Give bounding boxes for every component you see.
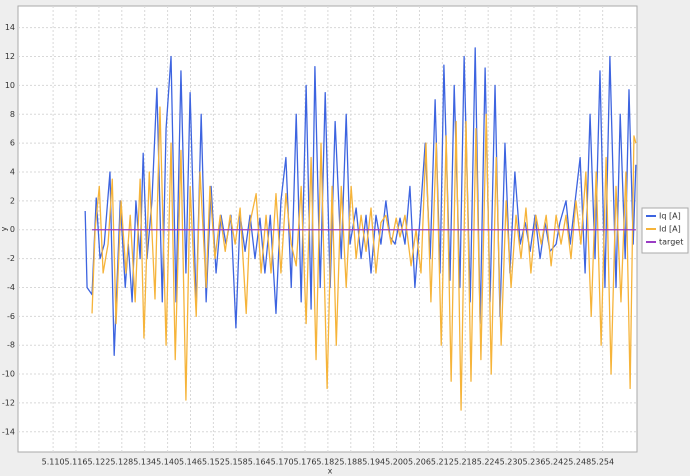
x-tick-label: 5.140: [156, 458, 179, 467]
x-tick-label: 5.176: [294, 458, 317, 467]
x-tick-label: 5.158: [225, 458, 248, 467]
legend-label: Id [A]: [659, 225, 681, 234]
x-tick-label: 5.134: [133, 458, 156, 467]
y-tick-label: -2: [7, 254, 15, 263]
y-tick-label: 8: [10, 110, 15, 119]
x-tick-label: 5.146: [179, 458, 202, 467]
series-line: [91, 106, 637, 411]
y-tick-label: 4: [10, 167, 15, 176]
x-tick-label: 5.236: [523, 458, 546, 467]
y-tick-label: -4: [7, 283, 15, 292]
x-tick-label: 5.164: [248, 458, 271, 467]
legend-label: target: [659, 238, 683, 247]
y-tick-label: 0: [10, 225, 15, 234]
legend-label: Iq [A]: [659, 212, 681, 221]
x-tick-label: 5.242: [545, 458, 568, 467]
x-tick-label: 5.194: [362, 458, 385, 467]
x-axis-label: x: [328, 467, 333, 476]
y-tick-label: -14: [2, 427, 15, 436]
y-tick-label: -12: [2, 398, 15, 407]
x-tick-label: 5.200: [385, 458, 408, 467]
x-tick-label: 5.206: [408, 458, 431, 467]
y-tick-label: -8: [7, 341, 15, 350]
y-tick-label: 6: [10, 139, 15, 148]
x-tick-label: 5.212: [431, 458, 454, 467]
x-tick-label: 5.152: [202, 458, 225, 467]
y-tick-label: 2: [10, 196, 15, 205]
y-tick-label: 10: [5, 81, 15, 90]
x-tick-label: 5.110: [42, 458, 65, 467]
y-tick-label: 14: [5, 23, 15, 32]
x-tick-label: 5.188: [339, 458, 362, 467]
x-tick-label: 5.224: [477, 458, 500, 467]
x-tick-label: 5.116: [65, 458, 88, 467]
y-tick-label: -10: [2, 370, 15, 379]
y-tick-label: -6: [7, 312, 15, 321]
x-tick-label: 5.248: [568, 458, 591, 467]
x-tick-label: 5.254: [591, 458, 614, 467]
x-tick-label: 5.128: [110, 458, 133, 467]
x-tick-label: 5.170: [271, 458, 294, 467]
x-tick-label: 5.218: [454, 458, 477, 467]
x-tick-label: 5.122: [87, 458, 110, 467]
y-tick-label: 12: [5, 52, 15, 61]
x-tick-label: 5.230: [500, 458, 523, 467]
x-tick-label: 5.182: [316, 458, 339, 467]
y-axis-label: y: [0, 226, 9, 231]
